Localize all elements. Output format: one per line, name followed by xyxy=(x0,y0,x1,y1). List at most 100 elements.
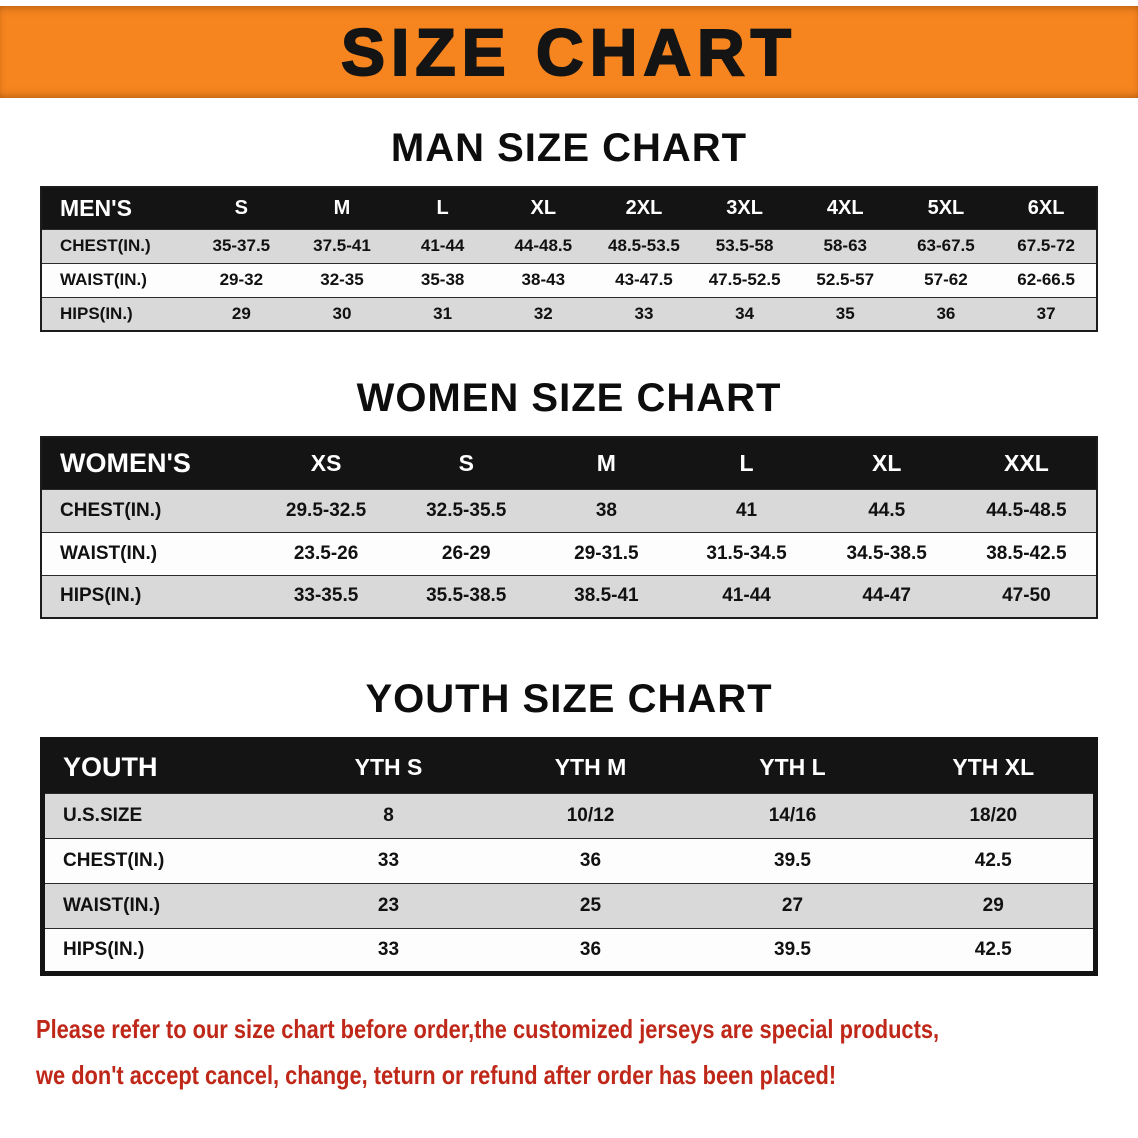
row-label: CHEST(IN.) xyxy=(60,236,151,255)
column-header: YTH L xyxy=(759,754,826,780)
size-value: 35 xyxy=(835,303,855,323)
column-header: XL xyxy=(872,449,902,476)
header-row: WOMEN'S XS S M L XL XXL xyxy=(41,437,1097,489)
size-value: 23.5-26 xyxy=(293,542,359,564)
size-value: 31.5-34.5 xyxy=(706,542,787,564)
size-value: 33 xyxy=(377,850,400,871)
row-label: U.S.SIZE xyxy=(63,805,143,826)
size-value: 38.5-42.5 xyxy=(986,542,1067,564)
column-header: 6XL xyxy=(1027,196,1065,219)
women-size-table: WOMEN'S XS S M L XL XXL CHEST(IN.) 29.5-32.5 32.5… xyxy=(40,436,1098,619)
size-value: 30 xyxy=(332,303,352,323)
size-value: 29 xyxy=(982,895,1004,916)
column-header: XL xyxy=(530,196,557,219)
column-header: YTH M xyxy=(554,754,627,780)
row-label: WAIST(IN.) xyxy=(63,895,161,916)
size-value: 8 xyxy=(383,805,394,826)
column-header: S xyxy=(234,196,248,219)
size-value: 39.5 xyxy=(774,850,811,871)
size-value: 44.5-48.5 xyxy=(986,499,1067,521)
women-size-chart-section: WOMEN SIZE CHART WOMEN'S XS S M L XL XXL CHEST(… xyxy=(0,376,1138,619)
size-value: 36 xyxy=(579,939,602,960)
size-value: 27 xyxy=(781,895,804,916)
column-header: L xyxy=(739,449,754,476)
table-title-cell: YOUTH xyxy=(63,752,158,782)
youth-size-chart-section: YOUTH SIZE CHART YOUTH YTH S YTH M YTH L YTH… xyxy=(0,677,1138,976)
size-value: 18/20 xyxy=(969,805,1018,826)
size-value: 29-32 xyxy=(219,270,264,289)
row-label: HIPS(IN.) xyxy=(63,939,145,960)
size-value: 31 xyxy=(433,303,453,323)
table-row: CHEST(IN.) 29.5-32.5 32.5-35.5 38 41 44.5 44.5… xyxy=(41,489,1097,532)
man-size-chart-section: MAN SIZE CHART MEN'S S M L XL 2XL 3XL 4XL 5XL 6XL… xyxy=(0,126,1138,332)
column-header: YTH XL xyxy=(952,754,1035,780)
size-value: 35-37.5 xyxy=(212,236,271,255)
column-header: 4XL xyxy=(826,196,864,219)
size-value: 67.5-72 xyxy=(1017,236,1075,255)
size-value: 38 xyxy=(595,499,617,521)
row-label: WAIST(IN.) xyxy=(60,542,158,564)
size-value: 39.5 xyxy=(774,939,811,960)
column-header: XS xyxy=(310,449,342,476)
column-header: M xyxy=(333,196,351,219)
size-value: 44.5 xyxy=(868,499,906,521)
column-header: M xyxy=(596,449,616,476)
disclaimer: Please refer to our size chart before or… xyxy=(34,1006,1104,1098)
size-value: 29 xyxy=(231,303,251,323)
size-value: 58-63 xyxy=(823,236,867,255)
size-value: 38.5-41 xyxy=(574,585,639,607)
size-value: 44-47 xyxy=(862,585,911,607)
size-value: 43-47.5 xyxy=(615,270,673,289)
table-row: HIPS(IN.) 33 36 39.5 42.5 xyxy=(42,928,1096,974)
size-chart-banner: SIZE CHART xyxy=(0,6,1138,98)
row-label: WAIST(IN.) xyxy=(60,270,147,289)
size-value: 33 xyxy=(634,303,654,323)
size-value: 47.5-52.5 xyxy=(708,270,781,289)
column-header: 5XL xyxy=(927,196,965,219)
youth-size-table: YOUTH YTH S YTH M YTH L YTH XL U.S.SIZE 8 10/12… xyxy=(40,737,1098,976)
size-value: 23 xyxy=(377,895,400,916)
table-row: U.S.SIZE 8 10/12 14/16 18/20 xyxy=(42,793,1096,839)
row-label: HIPS(IN.) xyxy=(60,303,133,323)
size-value: 62-66.5 xyxy=(1017,270,1075,289)
size-value: 41 xyxy=(735,499,758,521)
size-value: 57-62 xyxy=(924,270,968,289)
size-value: 36 xyxy=(579,850,602,871)
size-value: 52.5-57 xyxy=(816,270,875,289)
row-label: CHEST(IN.) xyxy=(60,499,162,521)
table-row: HIPS(IN.) 29 30 31 32 33 34 35 36 37 xyxy=(41,297,1097,331)
size-value: 63-67.5 xyxy=(917,236,975,255)
size-value: 29-31.5 xyxy=(574,542,639,564)
man-size-chart-heading: MAN SIZE CHART xyxy=(390,126,748,170)
header-row: MEN'S S M L XL 2XL 3XL 4XL 5XL 6XL xyxy=(41,187,1097,229)
size-value: 26-29 xyxy=(441,542,491,564)
column-header: XXL xyxy=(1004,449,1049,476)
column-header: 2XL xyxy=(625,196,663,219)
men-size-table: MEN'S S M L XL 2XL 3XL 4XL 5XL 6XL CHEST(IN.) 35-37… xyxy=(40,186,1098,332)
size-value: 34 xyxy=(735,303,755,323)
table-row: WAIST(IN.) 23 25 27 29 xyxy=(42,883,1096,929)
row-label: HIPS(IN.) xyxy=(60,585,142,607)
size-value: 37.5-41 xyxy=(313,236,371,255)
size-value: 41-44 xyxy=(420,236,465,255)
size-value: 32-35 xyxy=(320,270,364,289)
size-value: 36 xyxy=(936,303,956,323)
page-title: SIZE CHART xyxy=(340,14,797,90)
youth-size-chart-heading: YOUTH SIZE CHART xyxy=(365,677,773,721)
disclaimer-line-1: Please refer to our size chart before or… xyxy=(36,1014,940,1044)
table-title-cell: WOMEN'S xyxy=(60,447,191,478)
size-value: 41-44 xyxy=(722,585,771,607)
disclaimer-line-2: we don't accept cancel, change, teturn o… xyxy=(36,1060,837,1090)
size-value: 33 xyxy=(377,939,400,960)
table-row: CHEST(IN.) 35-37.5 37.5-41 41-44 44-48.5 48.5… xyxy=(41,229,1097,263)
column-header: 3XL xyxy=(726,196,763,219)
size-value: 42.5 xyxy=(974,850,1012,871)
row-label: CHEST(IN.) xyxy=(63,850,165,871)
size-chart-page: SIZE CHART MAN SIZE CHART MEN'S S M L XL 2XL 3… xyxy=(0,6,1138,1098)
size-value: 25 xyxy=(579,895,602,916)
size-value: 37 xyxy=(1036,303,1056,323)
column-header: S xyxy=(458,449,474,476)
size-value: 44-48.5 xyxy=(514,236,573,255)
size-value: 10/12 xyxy=(566,805,615,826)
size-value: 32 xyxy=(533,303,553,323)
